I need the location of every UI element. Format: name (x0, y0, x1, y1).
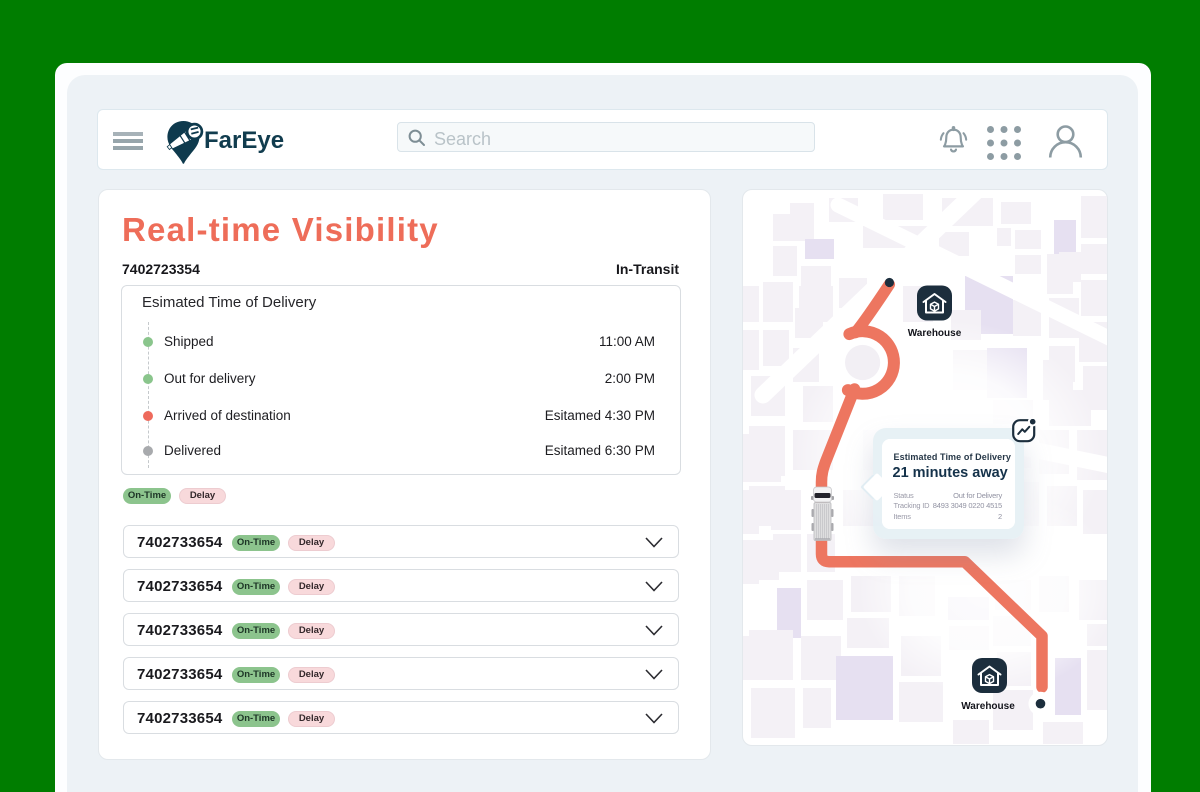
svg-text:Warehouse: Warehouse (908, 328, 962, 339)
svg-text:Warehouse: Warehouse (961, 701, 1015, 712)
